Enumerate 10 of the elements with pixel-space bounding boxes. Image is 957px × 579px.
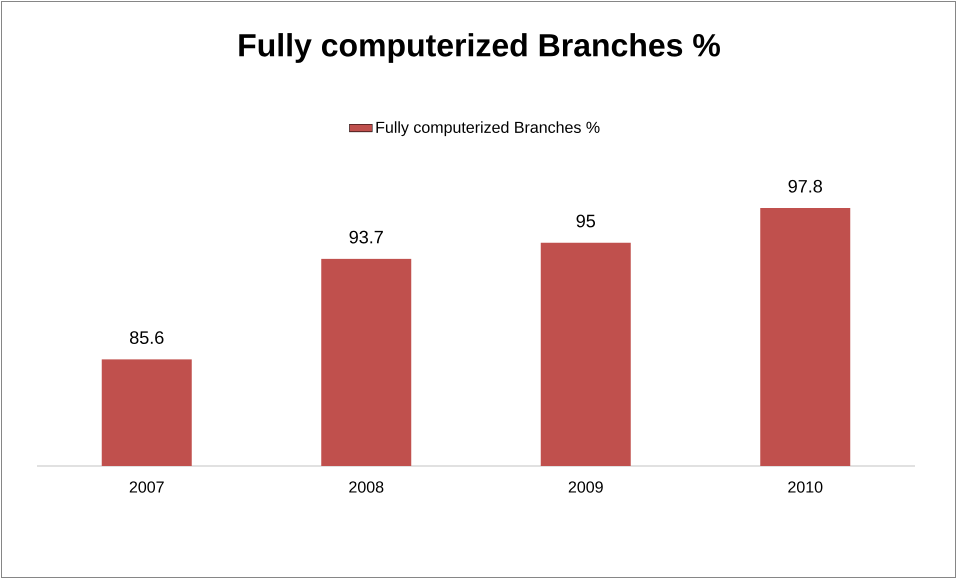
data-label: 93.7 <box>350 230 383 244</box>
data-label: 97.8 <box>788 180 822 193</box>
chart-title: Fully computerized Branches % <box>239 33 720 63</box>
x-tick-label: 2008 <box>349 481 384 493</box>
data-label: 85.6 <box>130 331 164 344</box>
legend-label: Fully computerized Branches % <box>376 121 600 136</box>
data-label: 95 <box>576 214 596 228</box>
x-tick-label: 2009 <box>568 481 603 493</box>
x-tick-label: 2007 <box>130 481 164 493</box>
x-tick-label: 2010 <box>788 481 822 493</box>
